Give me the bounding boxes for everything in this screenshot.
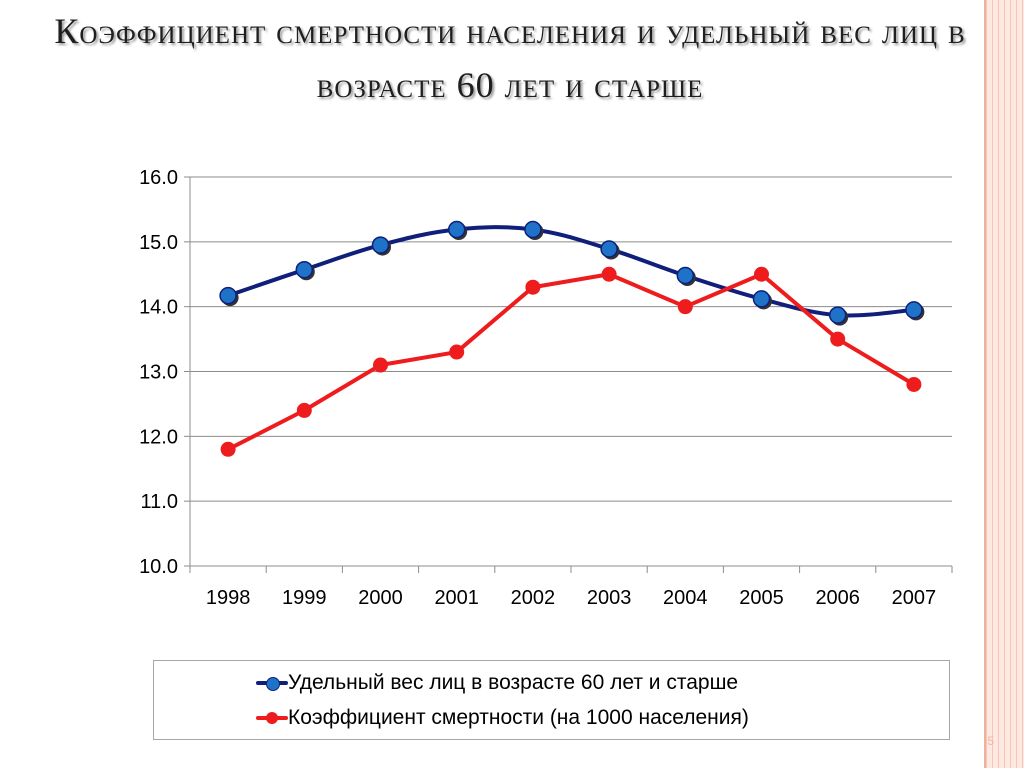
data-point-series-1	[752, 290, 771, 308]
x-tick-label: 2001	[434, 587, 479, 609]
series-line-2	[226, 272, 916, 452]
legend-item-series-2: Коэффициент смертности (на 1000 населени…	[256, 703, 749, 733]
series-line-1	[226, 225, 916, 318]
data-point-series-1	[371, 236, 390, 254]
data-point-series-2	[296, 402, 312, 418]
data-point-series-2	[525, 279, 541, 295]
data-point-series-1	[524, 220, 542, 239]
slide-title: Коэффициент смертности населения и удель…	[54, 11, 966, 105]
data-point-series-1	[828, 306, 847, 324]
decorative-side-stripe-edge	[984, 0, 986, 768]
data-point-series-1	[905, 301, 923, 319]
legend-label-series-1: Удельный вес лиц в возрасте 60 лет и ста…	[288, 671, 739, 694]
line-chart: 16.0 15.0 14.0 13.0 12.0 11.0 10.0 1998 1999 2000…	[139, 167, 953, 609]
chart-axes: 16.0 15.0 14.0 13.0 12.0 11.0 10.0 1998 1999 2000…	[139, 167, 953, 609]
data-point-series-2	[601, 266, 617, 282]
y-tick-label: 14.0	[139, 297, 178, 319]
chart-series	[219, 220, 925, 457]
legend-swatch-red	[256, 711, 288, 725]
data-point-series-2	[449, 344, 465, 360]
chart-legend: Удельный вес лиц в возрасте 60 лет и ста…	[153, 660, 950, 740]
y-tick-label: 11.0	[141, 491, 178, 513]
data-point-series-1	[676, 266, 695, 285]
data-point-series-2	[754, 266, 769, 282]
data-point-series-2	[220, 441, 236, 457]
x-tick-label: 2006	[815, 587, 860, 609]
legend-swatch-blue	[256, 676, 288, 691]
data-point-series-2	[373, 357, 388, 373]
y-tick-label: 15.0	[139, 232, 178, 254]
data-point-series-1	[447, 220, 466, 239]
x-tick-label: 1998	[206, 587, 251, 609]
data-point-series-1	[219, 286, 237, 305]
legend-label-series-2: Коэффициент смертности (на 1000 населени…	[288, 706, 749, 729]
y-tick-label: 16.0	[139, 167, 178, 189]
y-tick-label: 12.0	[139, 426, 178, 448]
x-tick-label: 2002	[511, 587, 556, 609]
legend-item-series-1: Удельный вес лиц в возрасте 60 лет и ста…	[256, 668, 738, 698]
x-tick-label: 2000	[358, 587, 403, 609]
data-point-series-1	[600, 240, 618, 258]
y-tick-label: 13.0	[139, 362, 178, 384]
data-point-series-2	[906, 376, 922, 392]
data-point-series-1	[295, 260, 314, 279]
x-tick-label: 2005	[739, 587, 784, 609]
data-point-series-2	[830, 331, 846, 347]
page-number: 5	[987, 734, 994, 748]
x-tick-label: 2003	[587, 587, 632, 609]
x-tick-label: 2004	[663, 587, 708, 609]
x-tick-label: 2007	[892, 587, 937, 609]
y-tick-label: 10.0	[139, 556, 178, 578]
data-point-series-2	[677, 299, 693, 315]
decorative-side-stripe	[986, 0, 1024, 768]
chart-gridlines	[190, 176, 952, 502]
x-tick-label: 1999	[282, 587, 327, 609]
